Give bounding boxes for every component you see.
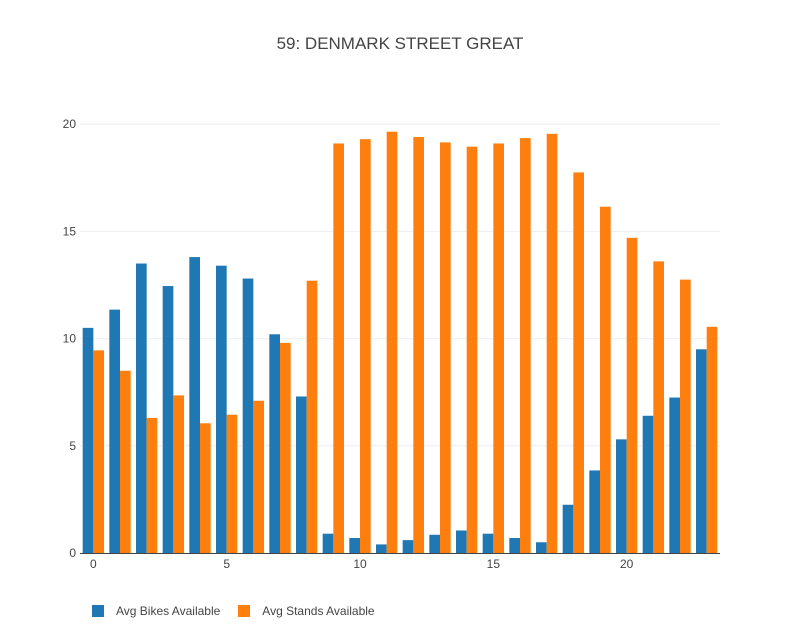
bar-series1-x21 xyxy=(653,261,664,553)
bar-series0-x22 xyxy=(669,397,680,553)
bar-series0-x18 xyxy=(562,504,574,553)
bar-series1-x5 xyxy=(226,414,238,553)
bar-series1-x15 xyxy=(493,143,504,553)
bar-series1-x14 xyxy=(466,146,478,553)
bar-series0-x15 xyxy=(482,533,494,553)
bar-series1-x1 xyxy=(120,370,131,553)
bar-series0-x8 xyxy=(296,396,307,553)
bar-series1-x20 xyxy=(626,237,638,554)
y-tick-label-20: 20 xyxy=(63,117,77,131)
bar-series1-x16 xyxy=(520,138,531,553)
bar-series0-x11 xyxy=(376,544,387,553)
legend-label-stands: Avg Stands Available xyxy=(262,604,375,618)
bar-series0-x2 xyxy=(136,263,147,553)
bar-series0-x5 xyxy=(216,265,227,553)
bar-series0-x23 xyxy=(696,349,707,553)
bar-series0-x0 xyxy=(82,327,94,553)
bar-series1-x3 xyxy=(173,395,184,553)
chart-title: 59: DENMARK STREET GREAT xyxy=(276,34,524,53)
legend-item-bikes[interactable]: Avg Bikes Available xyxy=(92,604,220,618)
legend: Avg Bikes Available Avg Stands Available xyxy=(92,604,375,618)
bar-series0-x9 xyxy=(322,533,334,553)
x-tick-label-15: 15 xyxy=(487,557,501,571)
tick-labels: 0 5 10 15 20 0 5 10 15 20 xyxy=(63,117,634,571)
y-tick-label-0: 0 xyxy=(69,546,76,560)
bar-series0-x19 xyxy=(589,470,600,553)
bar-series1-x6 xyxy=(253,400,264,553)
bar-series1-x23 xyxy=(706,326,718,553)
bar-series0-x6 xyxy=(242,278,254,553)
bar-series1-x9 xyxy=(333,143,344,553)
bar-series1-x2 xyxy=(146,417,158,553)
bar-series1-x18 xyxy=(573,172,584,553)
bar-series1-x19 xyxy=(600,206,611,553)
bar-series1-x11 xyxy=(386,131,398,554)
bar-series0-x16 xyxy=(509,537,520,553)
bar-series1-x10 xyxy=(360,139,371,554)
bar-series1-x8 xyxy=(306,280,318,553)
x-tick-label-5: 5 xyxy=(223,557,230,571)
y-tick-label-5: 5 xyxy=(69,439,76,453)
bar-series1-x17 xyxy=(546,133,558,553)
x-tick-label-20: 20 xyxy=(620,557,634,571)
bar-series1-x22 xyxy=(680,279,691,553)
bar-series0-x4 xyxy=(189,257,200,553)
x-tick-label-10: 10 xyxy=(353,557,367,571)
bar-series1-x4 xyxy=(200,423,211,553)
bar-series0-x20 xyxy=(616,439,627,553)
legend-item-stands[interactable]: Avg Stands Available xyxy=(238,604,375,618)
bar-series0-x14 xyxy=(456,530,467,553)
bar-series0-x1 xyxy=(109,309,120,553)
bar-series1-x0 xyxy=(93,350,104,553)
bar-series1-x12 xyxy=(413,137,424,553)
bars xyxy=(82,131,718,554)
bar-series0-x3 xyxy=(162,286,174,553)
bar-series0-x21 xyxy=(642,415,654,553)
y-tick-label-15: 15 xyxy=(63,224,77,238)
legend-swatch-bikes xyxy=(92,605,104,617)
bar-series0-x7 xyxy=(269,334,280,553)
bar-series1-x7 xyxy=(280,342,291,553)
bar-series0-x13 xyxy=(429,534,440,553)
x-tick-label-0: 0 xyxy=(90,557,97,571)
bar-series1-x13 xyxy=(440,142,451,553)
bar-series0-x12 xyxy=(402,540,414,553)
legend-swatch-stands xyxy=(238,605,251,617)
bar-series0-x17 xyxy=(536,542,547,553)
gridlines xyxy=(80,123,720,447)
bar-series0-x10 xyxy=(349,537,360,553)
legend-label-bikes: Avg Bikes Available xyxy=(116,604,221,618)
y-tick-label-10: 10 xyxy=(63,332,77,346)
